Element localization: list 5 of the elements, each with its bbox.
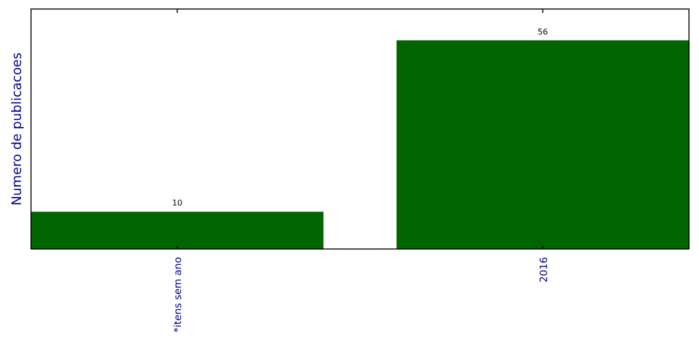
x-tick-label: *itens sem ano bbox=[173, 257, 184, 332]
x-tick-label: 2016 bbox=[538, 257, 550, 282]
y-axis-title: Numero de publicacoes bbox=[10, 52, 25, 206]
data-label: 56 bbox=[538, 27, 548, 36]
data-label: 10 bbox=[172, 198, 182, 208]
